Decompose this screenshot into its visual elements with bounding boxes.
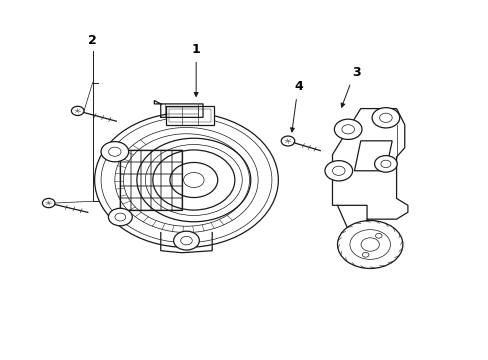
Bar <box>171 162 182 174</box>
Bar <box>120 150 182 210</box>
Text: 1: 1 <box>191 43 200 56</box>
Bar <box>161 150 171 162</box>
Bar <box>130 186 141 198</box>
Bar <box>161 174 171 186</box>
Circle shape <box>71 106 84 116</box>
Bar <box>151 150 161 162</box>
Bar <box>171 186 182 198</box>
Circle shape <box>374 156 396 172</box>
Bar <box>151 162 161 174</box>
Bar <box>171 198 182 210</box>
Bar <box>141 186 151 198</box>
Bar <box>120 198 130 210</box>
Bar <box>141 174 151 186</box>
Bar <box>151 186 161 198</box>
Circle shape <box>281 136 294 146</box>
Bar <box>141 198 151 210</box>
Text: 3: 3 <box>352 66 360 79</box>
Circle shape <box>371 108 399 128</box>
Bar <box>141 150 151 162</box>
Text: 4: 4 <box>294 80 303 93</box>
Bar <box>130 162 141 174</box>
Bar <box>151 198 161 210</box>
Bar <box>120 150 130 162</box>
Bar <box>130 174 141 186</box>
Circle shape <box>101 141 128 162</box>
Bar <box>161 186 171 198</box>
Circle shape <box>337 221 402 269</box>
Circle shape <box>325 161 352 181</box>
Circle shape <box>42 198 55 208</box>
Bar <box>169 109 211 122</box>
Bar <box>161 198 171 210</box>
Circle shape <box>108 208 132 226</box>
Bar <box>166 106 214 125</box>
Bar <box>171 174 182 186</box>
Bar <box>130 198 141 210</box>
Text: 2: 2 <box>88 34 97 47</box>
Bar <box>141 162 151 174</box>
Bar <box>120 162 130 174</box>
Circle shape <box>334 119 361 139</box>
Bar <box>120 186 130 198</box>
Bar <box>171 150 182 162</box>
Bar <box>161 162 171 174</box>
Bar <box>151 174 161 186</box>
Bar <box>130 150 141 162</box>
Circle shape <box>173 231 199 250</box>
Bar <box>120 174 130 186</box>
